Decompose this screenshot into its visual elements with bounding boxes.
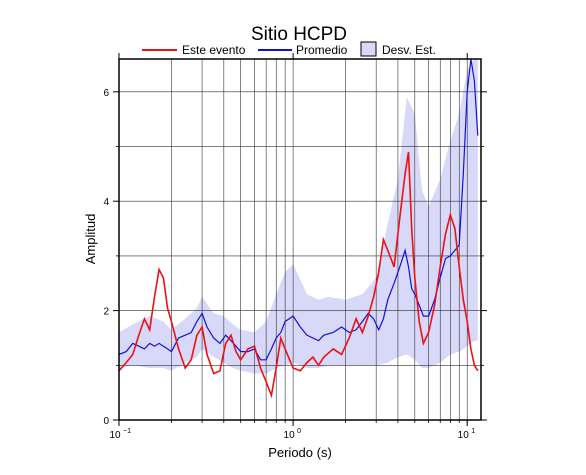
y-tick-label-3: 6 [103, 88, 109, 99]
legend-label-este-evento: Este evento [182, 43, 246, 57]
chart-title: Sitio HCPD [251, 24, 347, 45]
legend-label-desv-est: Desv. Est. [382, 43, 436, 57]
x-tick-label-2: 10 [458, 430, 470, 441]
series-line-promedio [119, 59, 479, 361]
series-line-este-evento [119, 151, 479, 399]
x-tick-label-exp-1: 0 [297, 428, 301, 435]
x-tick-label-0: 10 [109, 430, 121, 441]
plot-frame [118, 58, 482, 421]
y-tick-label-1: 2 [103, 307, 109, 318]
x-tick-label-1: 10 [284, 430, 296, 441]
x-tick-label-exp-0: −1 [123, 428, 131, 435]
x-tick-label-exp-2: 1 [471, 428, 475, 435]
legend-swatch-desv-est [360, 41, 377, 57]
y-tick-label-2: 4 [103, 197, 109, 208]
y-axis-label: Amplitud [83, 214, 98, 265]
std-dev-band [119, 59, 478, 374]
x-axis-label: Periodo (s) [268, 445, 332, 460]
legend-label-promedio: Promedio [296, 43, 348, 57]
legend: Este evento Promedio Desv. Est. [142, 41, 436, 57]
y-tick-label-0: 0 [103, 416, 109, 427]
